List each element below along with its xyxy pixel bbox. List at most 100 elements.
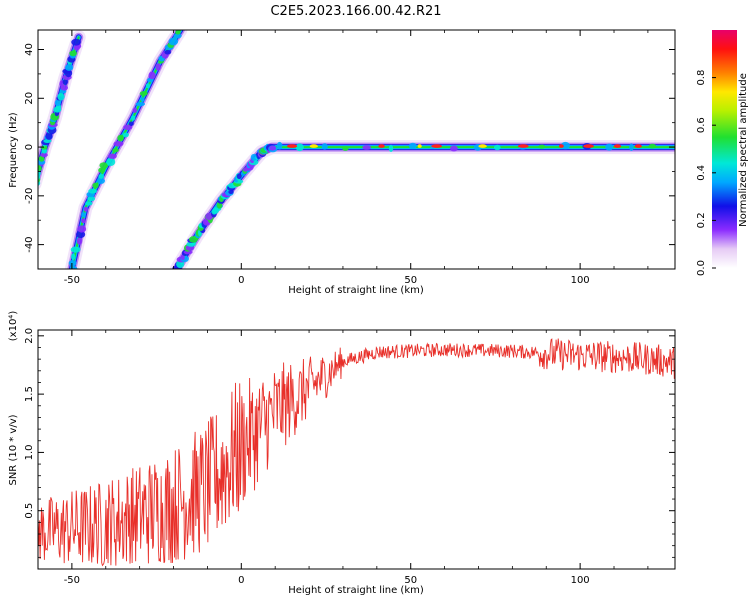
colorbar-ticks: 0.0 0.2 0.4 0.6 0.8	[696, 70, 716, 276]
ridge-blob	[71, 38, 81, 46]
ridge-blob	[92, 182, 99, 189]
x-tick-label: 0	[238, 575, 244, 586]
ridge-blob	[43, 139, 52, 143]
ridge-hot-cell	[559, 144, 564, 148]
ridge-hot-cell	[517, 144, 529, 148]
ridge-blob	[122, 132, 129, 138]
ridge-blob	[538, 144, 546, 149]
colorbar-gradient	[712, 30, 737, 268]
spectrogram-ridge	[64, 30, 188, 269]
ridge-blob	[168, 37, 179, 46]
ridge-blob	[77, 225, 87, 233]
ridge-blob	[132, 107, 138, 113]
ridge-blob	[269, 145, 277, 151]
ridge-blob	[76, 237, 83, 245]
ridge-blob	[112, 148, 119, 153]
spectrogram-x-axis-label: Height of straight line (km)	[288, 285, 424, 296]
colorbar-tick-label: 0.8	[696, 70, 707, 86]
y-tick-label: 0	[24, 144, 35, 150]
ridge-blob	[85, 201, 93, 206]
x-tick-label: 50	[404, 275, 417, 286]
x-tick-label: 50	[404, 575, 417, 586]
ridge-blob	[81, 212, 86, 218]
ridge-blob	[113, 141, 124, 147]
ridge-blob	[45, 132, 53, 140]
snr-frame	[37, 329, 676, 570]
ridge-blob	[123, 124, 133, 131]
snr-panel: -50 0 50 100 0.5 1.0 1.5 2.0 Height of straight…	[8, 311, 676, 596]
ridge-hot-cell	[613, 144, 622, 148]
ridge-blob	[408, 142, 417, 150]
ridge-blob	[139, 91, 148, 96]
y-tick-label: 1.0	[24, 444, 35, 460]
colorbar-label: Normalized spectral amplitude	[738, 73, 749, 227]
colorbar-tick-label: 0.0	[696, 260, 707, 276]
ridge-blob	[145, 83, 150, 89]
ridge-blob	[295, 143, 304, 152]
x-tick-label: 100	[571, 575, 590, 586]
ridge-blob	[560, 141, 571, 150]
ridge-blob	[605, 143, 614, 151]
ridge-blob	[276, 141, 283, 150]
colorbar-tick-label: 0.4	[696, 165, 707, 181]
y-tick-label: 20	[24, 92, 35, 105]
ridge-blob	[99, 162, 109, 169]
ridge-blob	[321, 143, 328, 150]
ridge-blob	[54, 99, 61, 107]
ridge-hot-cell	[583, 144, 594, 148]
ridge-blob	[62, 79, 68, 85]
ridge-blob	[362, 145, 372, 150]
ridge-blob	[175, 30, 181, 35]
spectrogram-y-axis-label: Frequency (Hz)	[8, 112, 19, 188]
snr-x-axis-label: Height of straight line (km)	[288, 585, 424, 596]
ridge-blob	[148, 71, 156, 80]
ridge-blob	[117, 134, 124, 142]
ridge-hot-cell	[378, 144, 385, 148]
ridge-blob	[342, 146, 349, 151]
ridge-hot-cell	[287, 144, 298, 148]
ridge-blob	[70, 246, 81, 253]
ridge-hot-cell	[431, 144, 442, 148]
x-tick-label: -50	[64, 575, 80, 586]
spectrogram-ridge	[38, 30, 86, 190]
ridge-blob	[629, 143, 634, 151]
page-title: C2E5.2023.166.00.42.R21	[270, 4, 441, 19]
y-tick-label: 2.0	[24, 328, 35, 344]
ridge-blob	[140, 97, 145, 102]
y-tick-label: 40	[24, 43, 35, 56]
ridge-blob	[106, 158, 116, 166]
y-tick-label: -20	[24, 188, 35, 204]
spectrogram-plot-area	[38, 30, 675, 269]
ridge-hot-cell	[634, 144, 642, 148]
ridge-blob	[180, 254, 185, 261]
y-tick-label: 1.5	[24, 386, 35, 402]
ridge-band	[64, 30, 188, 269]
ridge-blob	[648, 143, 657, 149]
y-tick-label: -40	[24, 236, 35, 252]
snr-y-axis-label: SNR (10 * v/v)	[8, 414, 19, 485]
ridge-blob	[69, 50, 77, 57]
ridge-blob	[108, 153, 117, 159]
spectrogram-ridge	[169, 140, 675, 269]
ridge-blob	[98, 167, 106, 173]
ridge-hot-cell	[309, 144, 318, 148]
x-tick-label: 0	[238, 275, 244, 286]
y-tick-label: 0.5	[24, 503, 35, 519]
ridge-blob	[98, 173, 105, 179]
ridge-blob	[68, 260, 77, 267]
ridge-blob	[76, 230, 86, 238]
ridge-blob	[173, 33, 182, 39]
ridge-blob	[388, 144, 394, 152]
ridge-blob	[83, 206, 88, 212]
spectrogram-panel: -50 0 50 100 -40 -20 0 20 40 Height of straight …	[8, 29, 676, 296]
snr-ticks: -50 0 50 100 0.5 1.0 1.5 2.0	[24, 328, 675, 586]
ridge-blob	[65, 64, 74, 71]
ridge-blob	[81, 218, 86, 224]
colorbar: 0.0 0.2 0.4 0.6 0.8 Normalized spectral ampl…	[696, 30, 749, 276]
ridge-blob	[40, 152, 48, 158]
ridge-blob	[450, 145, 458, 152]
ridge-blob	[131, 115, 136, 121]
ridge-blob	[494, 144, 501, 151]
ridge-blob	[38, 165, 42, 172]
